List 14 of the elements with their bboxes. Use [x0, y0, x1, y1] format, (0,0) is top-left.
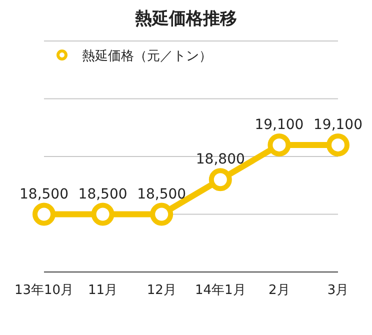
x-tick-label: 14年1月: [194, 283, 246, 298]
x-tick-label: 13年10月: [14, 283, 74, 298]
data-label: 18,500: [20, 186, 68, 202]
data-label: 19,100: [254, 116, 304, 133]
chart-title: 熱延価格推移: [134, 9, 237, 29]
data-label: 18,800: [196, 152, 245, 168]
x-tick-label: 3月: [327, 283, 349, 298]
legend-label: 熱延価格（元／トン）: [82, 49, 212, 64]
data-label: 18,500: [137, 186, 186, 202]
data-label: 19,100: [314, 116, 362, 133]
x-tick-label: 12月: [146, 283, 176, 298]
x-tick-label: 2月: [268, 283, 290, 298]
data-label: 18,500: [78, 186, 128, 202]
x-tick-label: 11月: [88, 283, 118, 298]
